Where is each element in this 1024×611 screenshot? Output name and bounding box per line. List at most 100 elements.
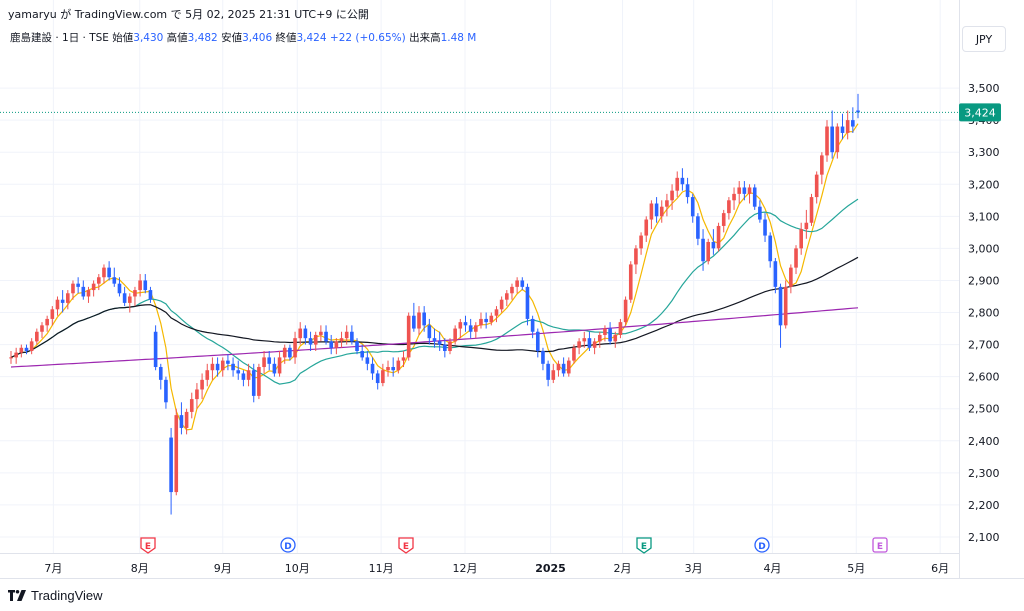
candle-body bbox=[189, 399, 194, 412]
candle-body bbox=[680, 177, 685, 185]
candle-body bbox=[474, 325, 478, 332]
dividend-marker: D bbox=[754, 537, 770, 553]
candle-body bbox=[386, 367, 390, 371]
dividend-marker: D bbox=[280, 537, 296, 553]
candle-body bbox=[81, 286, 86, 297]
candle-body bbox=[737, 187, 742, 194]
currency-button[interactable]: JPY bbox=[962, 26, 1006, 52]
y-tick-label: 3,500 bbox=[968, 82, 1000, 95]
earnings-marker: E bbox=[398, 537, 414, 554]
candle-body bbox=[721, 213, 726, 226]
candle-body bbox=[566, 360, 571, 374]
candle-body bbox=[835, 126, 840, 153]
candle-body bbox=[592, 341, 597, 348]
y-tick-label: 2,900 bbox=[968, 274, 1000, 287]
candle-body bbox=[153, 331, 158, 368]
candle-body bbox=[24, 347, 29, 351]
candle-body bbox=[365, 357, 370, 364]
candle-body bbox=[649, 203, 654, 220]
candle-body bbox=[794, 248, 798, 268]
candle-body bbox=[422, 312, 426, 326]
candle-body bbox=[856, 110, 860, 113]
close-value: 3,424 bbox=[296, 32, 327, 44]
candle-body bbox=[282, 347, 287, 358]
candle-body bbox=[727, 200, 731, 214]
x-tick-label: 11月 bbox=[369, 562, 394, 575]
last-price-label: 3,424 bbox=[964, 106, 996, 119]
marker-circle bbox=[280, 537, 296, 553]
candle-body bbox=[241, 373, 246, 380]
grid bbox=[0, 0, 959, 553]
candle-body bbox=[515, 280, 519, 287]
y-tick-label: 2,500 bbox=[968, 403, 1000, 416]
candle-body bbox=[288, 347, 292, 358]
candle-body bbox=[169, 437, 173, 493]
high-value: 3,482 bbox=[187, 32, 218, 44]
marker-letter: E bbox=[877, 542, 883, 552]
marker-shield bbox=[398, 537, 414, 554]
candle-body bbox=[742, 187, 747, 194]
x-tick-label: 3月 bbox=[685, 562, 703, 575]
x-tick-label: 8月 bbox=[131, 562, 149, 575]
candle-body bbox=[541, 350, 545, 364]
candle-body bbox=[102, 267, 106, 278]
candle-body bbox=[391, 367, 395, 371]
candle-body bbox=[360, 350, 365, 358]
candle-body bbox=[122, 293, 127, 303]
candle-body bbox=[639, 235, 643, 249]
candle-body bbox=[577, 341, 581, 348]
y-tick-label: 2,600 bbox=[968, 371, 1000, 384]
candle-body bbox=[257, 367, 261, 396]
candle-body bbox=[535, 331, 540, 351]
candle-body bbox=[164, 379, 168, 403]
candle-body bbox=[334, 341, 339, 348]
x-tick-label: 2月 bbox=[614, 562, 632, 575]
candle-body bbox=[820, 155, 824, 175]
y-tick-label: 3,300 bbox=[968, 146, 1000, 159]
candle-body bbox=[174, 415, 179, 493]
candle-body bbox=[303, 328, 308, 339]
candle-body bbox=[701, 238, 705, 262]
candle-body bbox=[381, 370, 385, 384]
candle-body bbox=[654, 203, 659, 217]
y-tick-label: 2,800 bbox=[968, 307, 1000, 320]
candle-body bbox=[267, 357, 272, 364]
candle-body bbox=[184, 411, 189, 428]
candle-body bbox=[127, 296, 132, 303]
candle-body bbox=[572, 347, 576, 361]
x-tick-label: 9月 bbox=[214, 562, 232, 575]
candle-body bbox=[644, 219, 649, 236]
candle-body bbox=[40, 325, 44, 332]
x-tick-label: 6月 bbox=[931, 562, 949, 575]
y-tick-label: 3,100 bbox=[968, 210, 1000, 223]
candle-body bbox=[91, 283, 96, 291]
candle-body bbox=[546, 363, 550, 380]
candle-body bbox=[401, 357, 406, 361]
candle-body bbox=[262, 357, 266, 368]
axes: 3,5003,4003,3003,2003,1003,0002,9002,800… bbox=[0, 0, 1024, 579]
candle-body bbox=[561, 363, 566, 374]
candle-body bbox=[251, 370, 256, 396]
candle-body bbox=[525, 286, 530, 319]
y-tick-label: 3,200 bbox=[968, 178, 1000, 191]
tradingview-brand[interactable]: TradingView bbox=[8, 588, 103, 603]
open-value: 3,430 bbox=[133, 32, 164, 44]
candle-body bbox=[66, 293, 70, 303]
candle-body bbox=[763, 219, 767, 236]
candle-body bbox=[789, 267, 793, 287]
candle-body bbox=[210, 363, 215, 371]
candle-body bbox=[329, 341, 334, 348]
candle-body bbox=[551, 370, 556, 380]
candle-body bbox=[319, 331, 323, 335]
candle-body bbox=[851, 120, 855, 127]
candle-body bbox=[231, 363, 235, 371]
candle-body bbox=[783, 286, 788, 326]
candle-body bbox=[520, 280, 525, 287]
candle-body bbox=[670, 190, 674, 201]
candle-body bbox=[226, 360, 230, 364]
candle-body bbox=[344, 331, 349, 339]
candle-body bbox=[200, 379, 204, 390]
high-label: 高値 bbox=[166, 32, 188, 44]
ohlc-legend: 鹿島建設 · 1日 · TSE 始値3,430 高値3,482 安値3,406 … bbox=[10, 30, 476, 45]
